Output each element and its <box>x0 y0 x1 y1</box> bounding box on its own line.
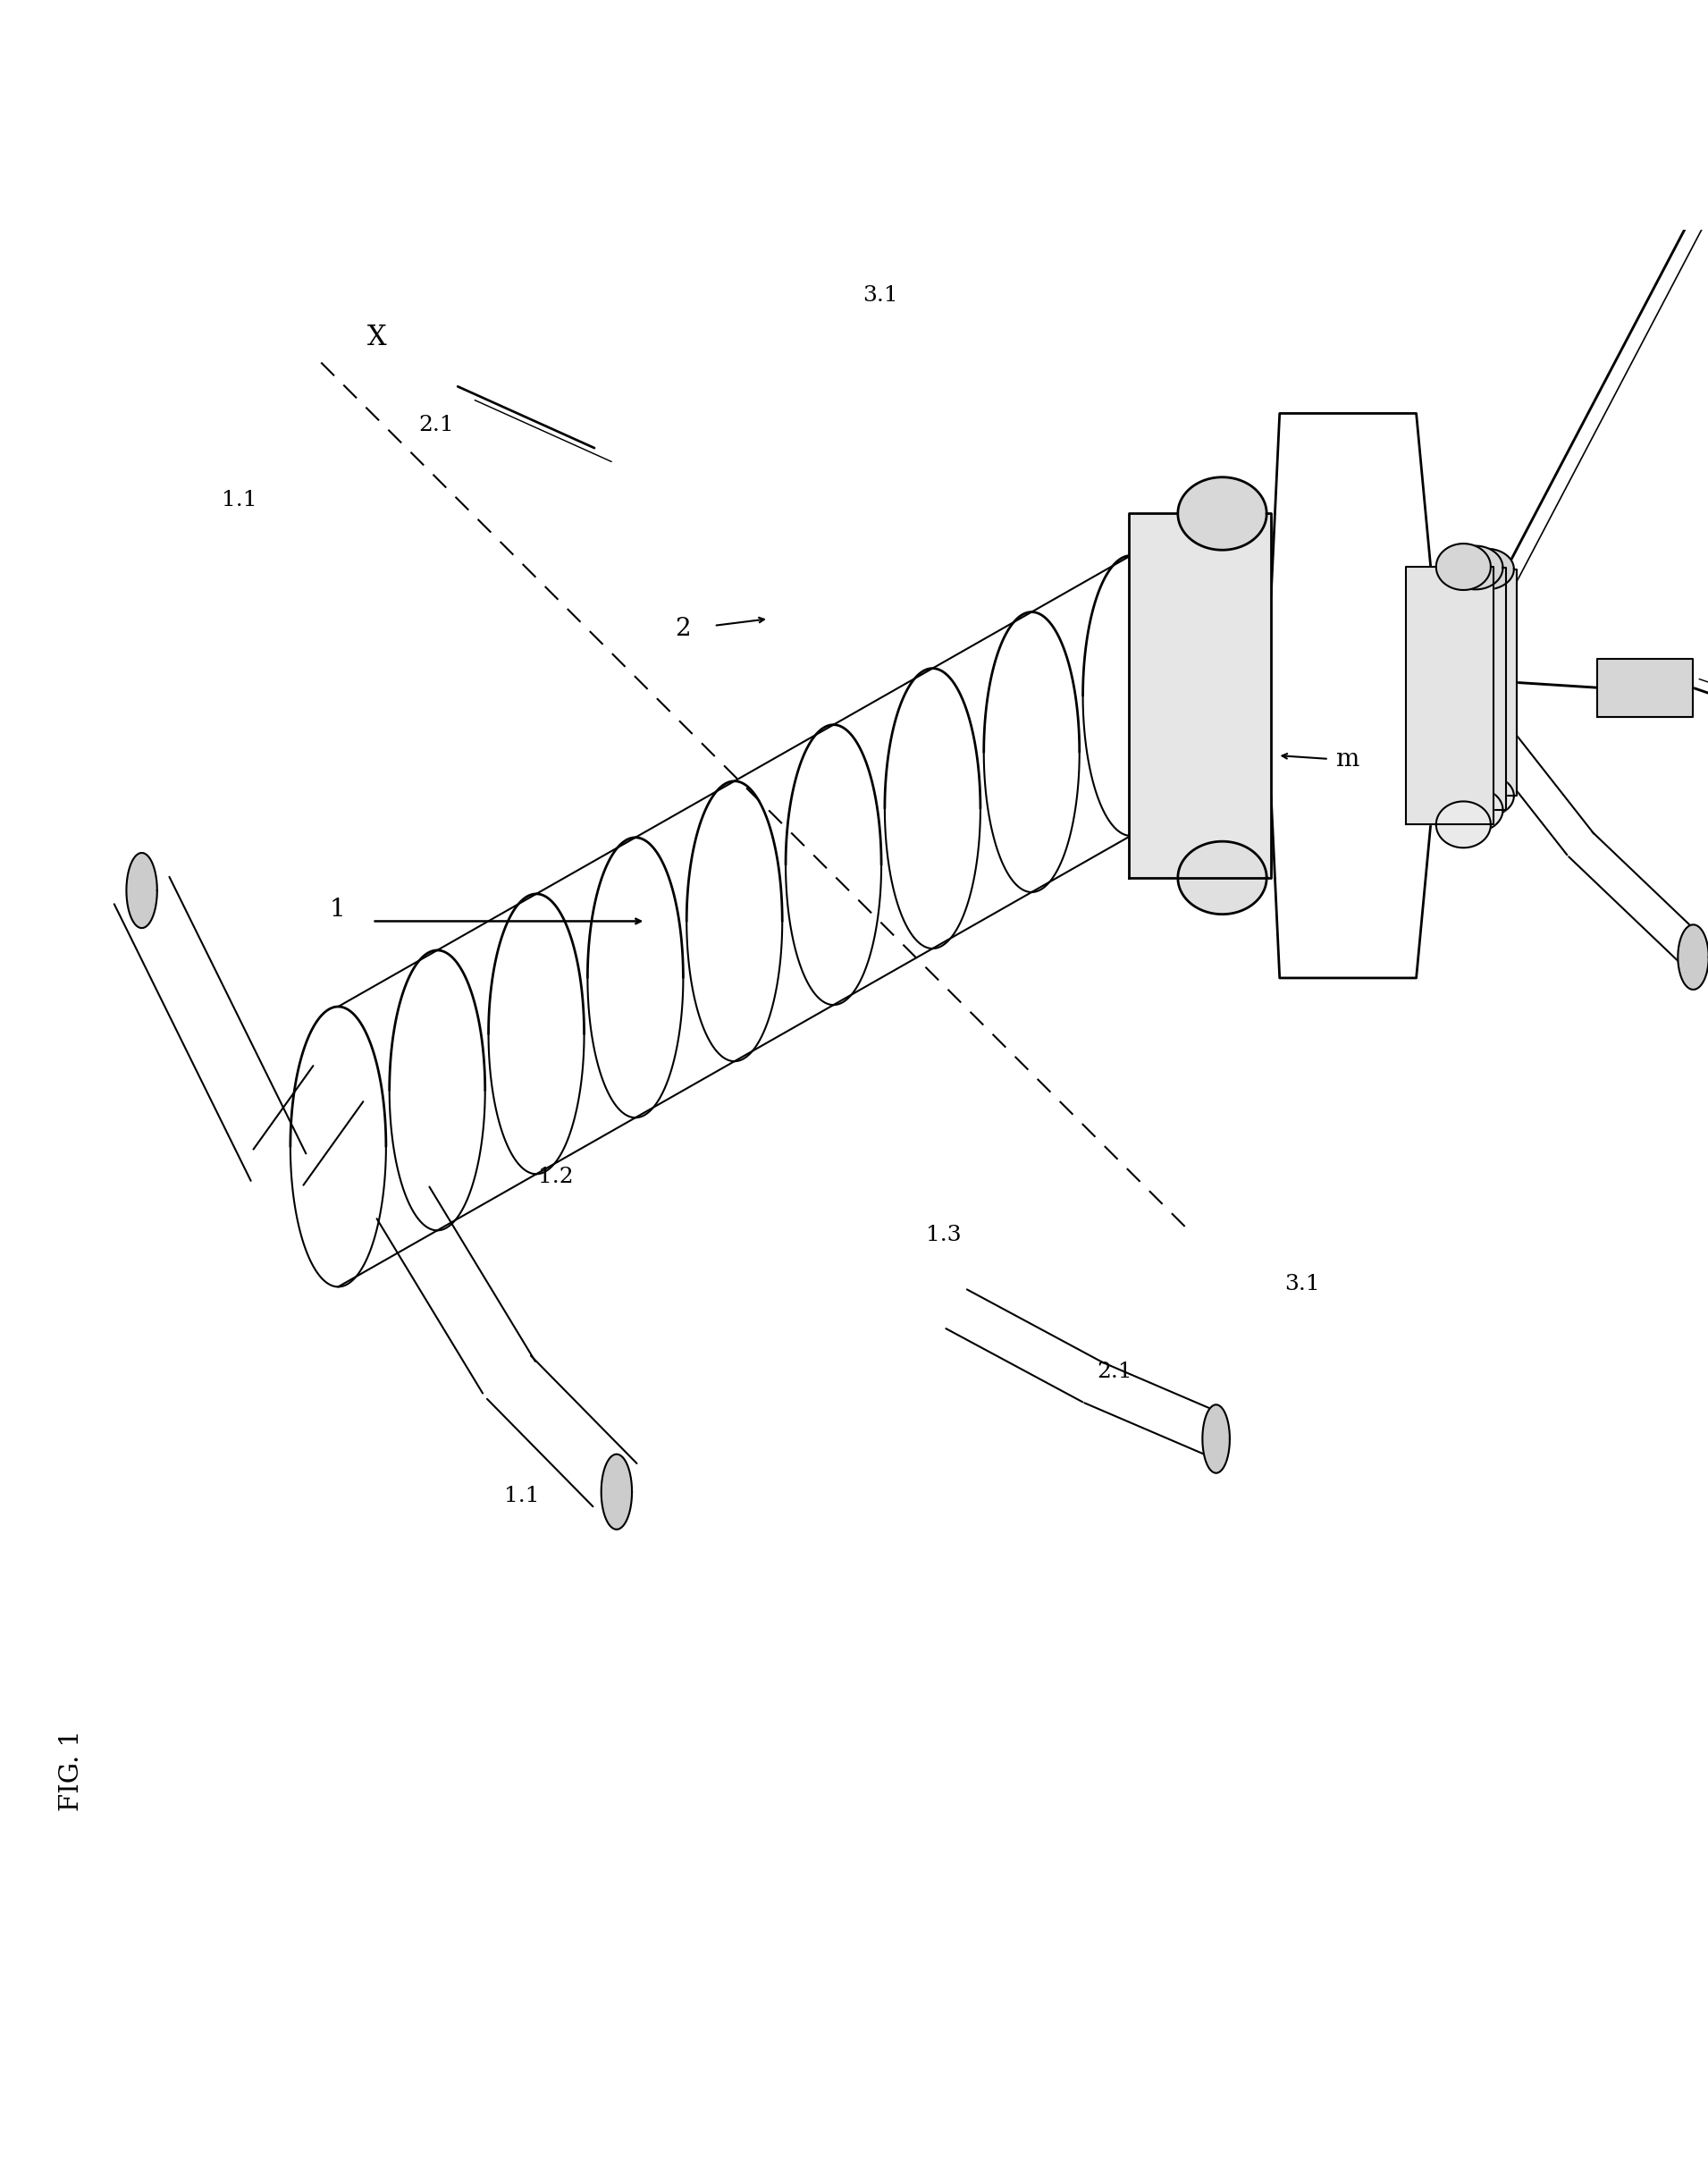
Text: X: X <box>367 325 386 351</box>
Text: 1: 1 <box>330 897 345 921</box>
Polygon shape <box>1436 802 1491 847</box>
Polygon shape <box>1677 925 1708 990</box>
Text: 3.1: 3.1 <box>1284 1274 1320 1294</box>
Polygon shape <box>1418 568 1505 810</box>
Polygon shape <box>1448 789 1503 832</box>
Polygon shape <box>1129 514 1271 878</box>
Polygon shape <box>126 854 157 927</box>
Polygon shape <box>601 1454 632 1530</box>
Polygon shape <box>1459 776 1513 817</box>
Polygon shape <box>1597 659 1693 717</box>
Polygon shape <box>1179 841 1267 914</box>
Text: 2.1: 2.1 <box>1097 1361 1132 1383</box>
Text: 1.2: 1.2 <box>538 1166 574 1188</box>
Text: 1.3: 1.3 <box>926 1224 962 1246</box>
Polygon shape <box>1179 477 1267 550</box>
Polygon shape <box>1406 568 1493 826</box>
Text: 1.1: 1.1 <box>504 1487 540 1506</box>
Text: 2.1: 2.1 <box>418 414 454 436</box>
Polygon shape <box>1436 544 1491 589</box>
Polygon shape <box>1430 570 1517 795</box>
Text: m: m <box>1336 748 1360 771</box>
Text: FIG. 1: FIG. 1 <box>60 1729 84 1812</box>
Polygon shape <box>1459 548 1513 589</box>
Polygon shape <box>1202 1404 1230 1474</box>
Polygon shape <box>1448 546 1503 589</box>
Text: 3.1: 3.1 <box>863 286 898 306</box>
Text: 2: 2 <box>675 618 690 641</box>
Text: 1.1: 1.1 <box>222 490 258 511</box>
